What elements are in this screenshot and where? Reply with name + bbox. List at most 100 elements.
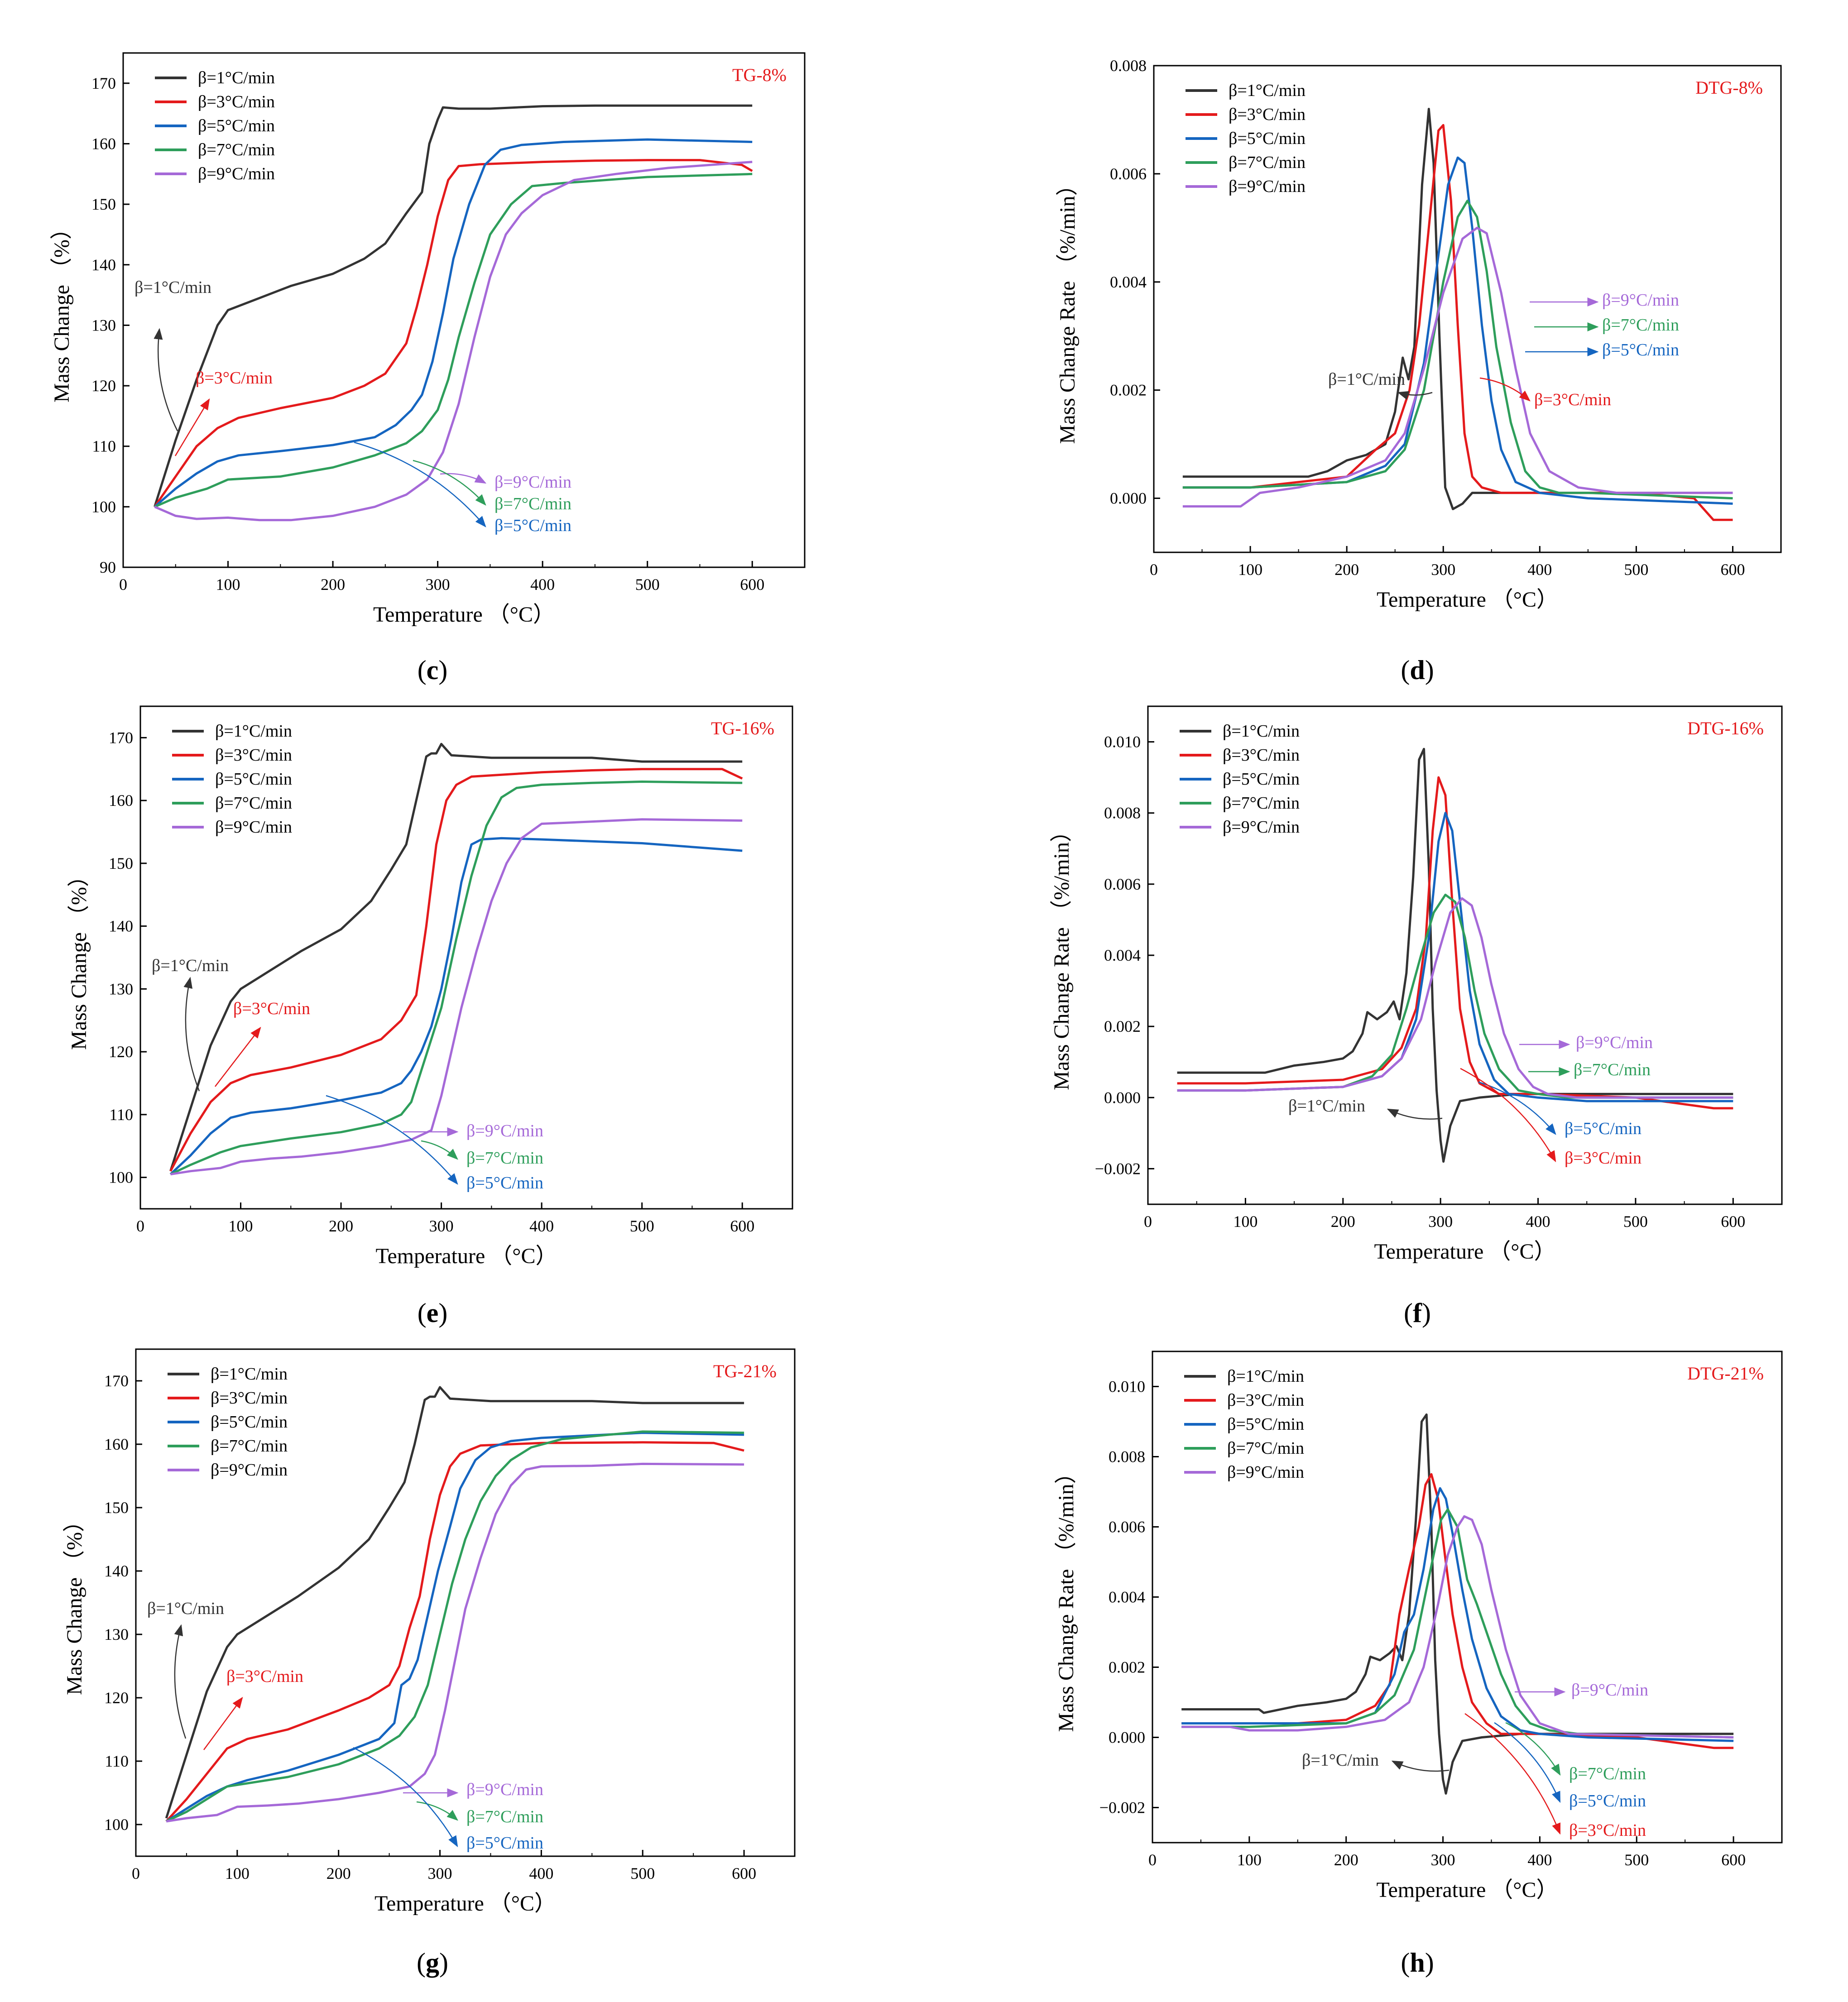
annotation-label: β=5°C/min (466, 1834, 543, 1853)
y-tick-label: 0.000 (1109, 1729, 1145, 1747)
y-axis-title: Mass Change Rate （%/min） (1050, 820, 1074, 1090)
series-line-7c-min (154, 172, 753, 508)
series-line-9c-min (166, 1462, 744, 1823)
legend-label: β=9°C/min (1229, 177, 1306, 196)
legend-label: β=3°C/min (1229, 105, 1306, 124)
annotation-label: β=9°C/min (466, 1121, 543, 1140)
y-axis-title: Mass Change （%） (62, 1510, 86, 1695)
x-tick-label: 500 (1623, 1212, 1648, 1231)
annotation-label: β=5°C/min (1565, 1119, 1642, 1138)
annotation-label: β=3°C/min (1534, 390, 1611, 409)
legend-label: β=1°C/min (1229, 81, 1306, 100)
legend-label: β=7°C/min (1223, 794, 1300, 813)
y-tick-label: 100 (91, 498, 116, 516)
series-line-7c-min (1181, 1508, 1734, 1739)
x-axis-title: Temperature （°C） (375, 1244, 557, 1268)
legend-label: β=5°C/min (198, 116, 275, 135)
x-tick-label: 100 (1238, 560, 1262, 579)
series-group (154, 104, 753, 522)
annotation-label: β=1°C/min (1302, 1751, 1379, 1770)
legend-label: β=1°C/min (1227, 1367, 1304, 1386)
y-tick-label: 110 (105, 1752, 129, 1770)
y-tick-label: 130 (104, 1625, 129, 1643)
legend-label: β=7°C/min (1227, 1439, 1304, 1458)
y-tick-label: 0.004 (1104, 946, 1141, 964)
x-tick-label: 100 (1237, 1851, 1262, 1869)
series-line-7c-min (166, 1430, 744, 1823)
x-tick-label: 500 (630, 1217, 654, 1235)
panel-caption: (c) (418, 655, 448, 685)
panel-tag: DTG-16% (1687, 718, 1764, 738)
annotation-arrow (326, 1095, 458, 1185)
y-tick-label: 130 (109, 980, 133, 998)
annotation-arrow (154, 328, 178, 431)
y-tick-label: 90 (100, 558, 116, 576)
series-line-9c-min (154, 161, 753, 522)
annotation-label: β=5°C/min (1602, 340, 1679, 359)
legend-label: β=1°C/min (198, 68, 275, 87)
y-tick-label: 150 (91, 195, 116, 213)
annotation-label: β=9°C/min (466, 1780, 543, 1799)
x-tick-label: 600 (1721, 1851, 1746, 1869)
annotation-arrow (1479, 377, 1531, 402)
series-line-1c-min (165, 1386, 744, 1819)
x-tick-label: 500 (630, 1864, 655, 1882)
legend: β=1°C/min β=3°C/min β=5°C/min β=7°C/min β=9°… (168, 1365, 288, 1480)
plot-frame (122, 52, 806, 568)
y-tick-label: 100 (104, 1815, 129, 1834)
y-tick-label: 110 (92, 437, 116, 455)
series-line-5c-min (1181, 1487, 1734, 1742)
legend-label: β=3°C/min (211, 1389, 288, 1408)
y-tick-label: 130 (91, 316, 116, 334)
x-tick-label: 100 (225, 1864, 250, 1882)
y-tick-label: 0.010 (1109, 1378, 1145, 1396)
legend: β=1°C/min β=3°C/min β=5°C/min β=7°C/min β=9°… (1184, 1367, 1304, 1482)
y-tick-label: 0.002 (1110, 381, 1147, 399)
legend-label: β=5°C/min (1227, 1415, 1304, 1434)
series-group (1177, 747, 1733, 1163)
annotation-arrow (353, 1747, 458, 1848)
y-tick-label: 0.006 (1110, 165, 1147, 183)
series-line-5c-min (1182, 156, 1733, 505)
annotation-arrow (440, 473, 487, 484)
legend-label: β=5°C/min (1229, 129, 1306, 148)
x-tick-label: 100 (1233, 1212, 1258, 1231)
annotation-label: β=3°C/min (196, 369, 273, 388)
annotation-arrow (354, 441, 486, 527)
series-line-7c-min (170, 781, 743, 1175)
x-axis-title: Temperature （°C） (1376, 1878, 1558, 1902)
series-line-1c-min (169, 742, 743, 1172)
x-tick-label: 500 (1624, 560, 1648, 579)
legend-label: β=9°C/min (198, 164, 275, 183)
series-group (1181, 1413, 1734, 1795)
annotation-label: β=7°C/min (494, 494, 571, 513)
legend-label: β=3°C/min (1227, 1391, 1304, 1410)
series-line-9c-min (1177, 897, 1733, 1099)
y-tick-label: 0.000 (1110, 489, 1147, 508)
y-tick-label: 150 (109, 854, 133, 872)
x-tick-label: 200 (326, 1864, 351, 1882)
x-axis-title: Temperature （°C） (374, 1892, 556, 1916)
y-tick-label: 0.008 (1104, 804, 1141, 822)
x-axis-title: Temperature （°C） (1374, 1240, 1555, 1264)
y-tick-label: 140 (91, 256, 116, 274)
annotation-label: β=1°C/min (147, 1599, 224, 1618)
x-tick-label: 500 (1624, 1851, 1649, 1869)
y-tick-label: −0.002 (1095, 1159, 1141, 1178)
legend: β=1°C/min β=3°C/min β=5°C/min β=7°C/min β=9°… (172, 722, 292, 837)
y-tick-label: 0.004 (1110, 273, 1147, 291)
y-tick-label: 170 (109, 728, 133, 747)
x-tick-label: 300 (1428, 1212, 1453, 1231)
y-tick-label: 0.000 (1104, 1088, 1141, 1106)
series-line-3c-min (169, 768, 743, 1172)
y-tick-label: 120 (91, 377, 116, 395)
annotation-arrow (1464, 1713, 1561, 1835)
series-line-1c-min (1181, 1413, 1734, 1795)
series-line-3c-min (154, 159, 753, 508)
panel-tag: DTG-21% (1687, 1363, 1764, 1384)
panel-tag: TG-8% (732, 65, 787, 85)
annotation-label: β=9°C/min (1571, 1681, 1648, 1700)
series-line-9c-min (170, 818, 743, 1176)
annotation-label: β=5°C/min (494, 516, 571, 535)
y-tick-label: 170 (91, 74, 116, 92)
